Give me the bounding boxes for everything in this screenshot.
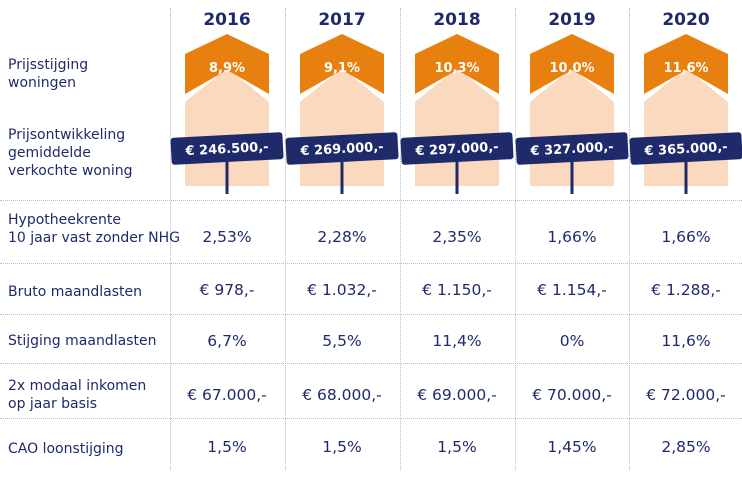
row-label-5: 2x modaal inkomen op jaar basis — [8, 377, 146, 413]
house-roof — [300, 34, 384, 94]
cell-r4-c1: 5,5% — [322, 332, 362, 350]
year-2016: 2016 — [203, 10, 251, 30]
cell-r4-c4: 11,6% — [661, 332, 711, 350]
price-tag — [285, 132, 399, 165]
row-label-4: Stijging maandlasten — [8, 332, 156, 350]
price-increase-label: 11,6% — [663, 61, 708, 76]
grid-vline-0 — [170, 8, 171, 470]
year-2020: 2020 — [662, 10, 710, 30]
cell-r5-c0: € 67.000,- — [187, 386, 267, 404]
price-tag — [629, 132, 742, 165]
cell-r3-c1: € 1.032,- — [307, 281, 377, 299]
price-increase-label: 8,9% — [209, 61, 245, 76]
cell-r6-c3: 1,45% — [547, 438, 597, 456]
grid-hline-1 — [0, 263, 742, 264]
average-price-label: € 246.500,- — [184, 140, 269, 159]
average-price-label: € 365.000,- — [643, 140, 728, 159]
cell-r4-c3: 0% — [559, 332, 585, 350]
grid-vline-1 — [285, 8, 286, 470]
average-price-label: € 297.000,- — [414, 140, 499, 159]
grid-hline-0 — [0, 200, 742, 201]
cell-r2-c4: 1,66% — [661, 228, 711, 246]
house-roof — [530, 34, 614, 94]
cell-r6-c2: 1,5% — [437, 438, 477, 456]
house-2016: 8,9% € 246.500,- — [170, 34, 284, 194]
row-label-line: gemiddelde — [8, 145, 91, 161]
house-roof — [644, 34, 728, 94]
price-tag-post — [684, 162, 688, 194]
row-label-line: Bruto maandlasten — [8, 284, 143, 300]
price-increase-label: 9,1% — [324, 61, 360, 76]
price-tag — [400, 132, 514, 165]
cell-r5-c3: € 70.000,- — [532, 386, 612, 404]
price-tag-post — [225, 162, 229, 194]
cell-r4-c2: 11,4% — [432, 332, 482, 350]
cell-r2-c2: 2,35% — [432, 228, 482, 246]
row-label-line: Hypotheekrente — [8, 212, 121, 228]
row-label-line: Prijsstijging — [8, 57, 89, 73]
row-label-line: Prijsontwikkeling — [8, 127, 126, 143]
year-2019: 2019 — [548, 10, 596, 30]
average-price-label: € 327.000,- — [529, 140, 614, 159]
cell-r2-c3: 1,66% — [547, 228, 597, 246]
row-label-line: Stijging maandlasten — [8, 333, 157, 349]
grid-vline-2 — [400, 8, 401, 470]
price-tag — [170, 132, 284, 165]
price-increase-label: 10,3% — [434, 61, 479, 76]
row-label-line: op jaar basis — [8, 396, 98, 412]
cell-r6-c4: 2,85% — [661, 438, 711, 456]
row-label-line: 2x modaal inkomen — [8, 378, 147, 394]
row-label-line: woningen — [8, 75, 77, 91]
house-2017: 9,1% € 269.000,- — [285, 34, 399, 194]
row-label-1: Prijsontwikkeling gemiddelde verkochte won… — [8, 126, 133, 180]
price-increase-label: 10,0% — [549, 61, 594, 76]
grid-hline-4 — [0, 418, 742, 419]
house-roof — [415, 34, 499, 94]
cell-r6-c0: 1,5% — [207, 438, 247, 456]
row-label-0: Prijsstijging woningen — [8, 56, 88, 92]
cell-r4-c0: 6,7% — [207, 332, 247, 350]
row-label-line: 10 jaar vast zonder NHG — [8, 230, 180, 246]
price-tag — [515, 132, 629, 165]
row-label-line: CAO loonstijging — [8, 441, 124, 457]
year-2018: 2018 — [433, 10, 481, 30]
house-2019: 10,0% € 327.000,- — [515, 34, 629, 194]
average-price-label: € 269.000,- — [299, 140, 384, 159]
cell-r5-c1: € 68.000,- — [302, 386, 382, 404]
cell-r5-c4: € 72.000,- — [646, 386, 726, 404]
house-2020: 11,6% € 365.000,- — [629, 34, 742, 194]
cell-r3-c0: € 978,- — [199, 281, 255, 299]
house-2018: 10,3% € 297.000,- — [400, 34, 514, 194]
row-label-2: Hypotheekrente 10 jaar vast zonder NHG — [8, 211, 180, 247]
grid-hline-3 — [0, 363, 742, 364]
price-tag-post — [455, 162, 459, 194]
year-2017: 2017 — [318, 10, 366, 30]
house-roof — [185, 34, 269, 94]
cell-r5-c2: € 69.000,- — [417, 386, 497, 404]
cell-r2-c0: 2,53% — [202, 228, 252, 246]
cell-r3-c2: € 1.150,- — [422, 281, 492, 299]
row-label-line: verkochte woning — [8, 163, 133, 179]
grid-vline-3 — [515, 8, 516, 470]
cell-r3-c4: € 1.288,- — [651, 281, 721, 299]
cell-r3-c3: € 1.154,- — [537, 281, 607, 299]
row-label-3: Bruto maandlasten — [8, 283, 142, 301]
cell-r2-c1: 2,28% — [317, 228, 367, 246]
row-label-6: CAO loonstijging — [8, 440, 124, 458]
grid-hline-2 — [0, 314, 742, 315]
price-tag-post — [340, 162, 344, 194]
price-tag-post — [570, 162, 574, 194]
cell-r6-c1: 1,5% — [322, 438, 362, 456]
grid-vline-4 — [629, 8, 630, 470]
